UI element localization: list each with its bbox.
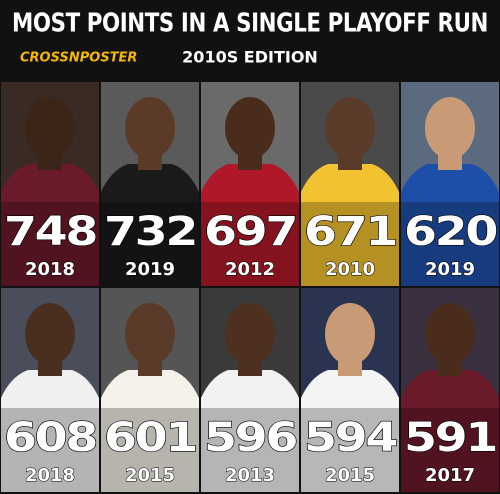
player-card: 671 2010 <box>301 82 399 286</box>
player-card: 601 2015 <box>101 288 199 492</box>
player-card: 596 2013 <box>201 288 299 492</box>
shade <box>201 408 299 492</box>
shade <box>101 202 199 286</box>
player-card: 620 2019 <box>401 82 499 286</box>
year: 2018 <box>25 259 75 280</box>
points: 608 <box>4 415 96 461</box>
player-card: 748 2018 <box>1 82 99 286</box>
head <box>425 97 475 159</box>
year: 2019 <box>425 259 475 280</box>
jersey <box>1 164 99 286</box>
year: 2015 <box>125 465 175 486</box>
points: 732 <box>104 209 196 255</box>
shade <box>301 202 399 286</box>
points: 601 <box>104 415 196 461</box>
year: 2019 <box>125 259 175 280</box>
head <box>25 303 75 365</box>
player-card: 594 2015 <box>301 288 399 492</box>
jersey <box>201 370 299 492</box>
player-card: 732 2019 <box>101 82 199 286</box>
points: 748 <box>4 209 96 255</box>
jersey <box>101 370 199 492</box>
points: 591 <box>404 415 496 461</box>
head <box>325 97 375 159</box>
shade <box>201 202 299 286</box>
head <box>125 97 175 159</box>
brand: CROSSNPOSTER <box>20 51 137 66</box>
points: 671 <box>304 209 396 255</box>
year: 2010 <box>325 259 375 280</box>
head <box>25 97 75 159</box>
head <box>125 303 175 365</box>
jersey <box>1 370 99 492</box>
head <box>225 303 275 365</box>
year: 2012 <box>225 259 275 280</box>
shade <box>301 408 399 492</box>
shade <box>1 202 99 286</box>
shade <box>1 408 99 492</box>
points: 596 <box>204 415 296 461</box>
year: 2013 <box>225 465 275 486</box>
jersey <box>301 164 399 286</box>
card-grid: 748 2018 732 2019 697 2012 671 2010 620 2019 608 20… <box>1 82 499 492</box>
year: 2017 <box>425 465 475 486</box>
head <box>225 97 275 159</box>
jersey <box>401 164 499 286</box>
player-card: 697 2012 <box>201 82 299 286</box>
points: 594 <box>304 415 396 461</box>
shade <box>401 408 499 492</box>
jersey <box>201 164 299 286</box>
jersey <box>101 164 199 286</box>
jersey <box>301 370 399 492</box>
points: 697 <box>204 209 296 255</box>
subtitle: 2010S EDITION <box>182 48 318 67</box>
year: 2018 <box>25 465 75 486</box>
points: 620 <box>404 209 496 255</box>
shade <box>401 202 499 286</box>
title: MOST POINTS IN A SINGLE PLAYOFF RUN <box>12 9 488 39</box>
jersey <box>401 370 499 492</box>
player-card: 608 2018 <box>1 288 99 492</box>
player-card: 591 2017 <box>401 288 499 492</box>
head <box>325 303 375 365</box>
year: 2015 <box>325 465 375 486</box>
head <box>425 303 475 365</box>
shade <box>101 408 199 492</box>
